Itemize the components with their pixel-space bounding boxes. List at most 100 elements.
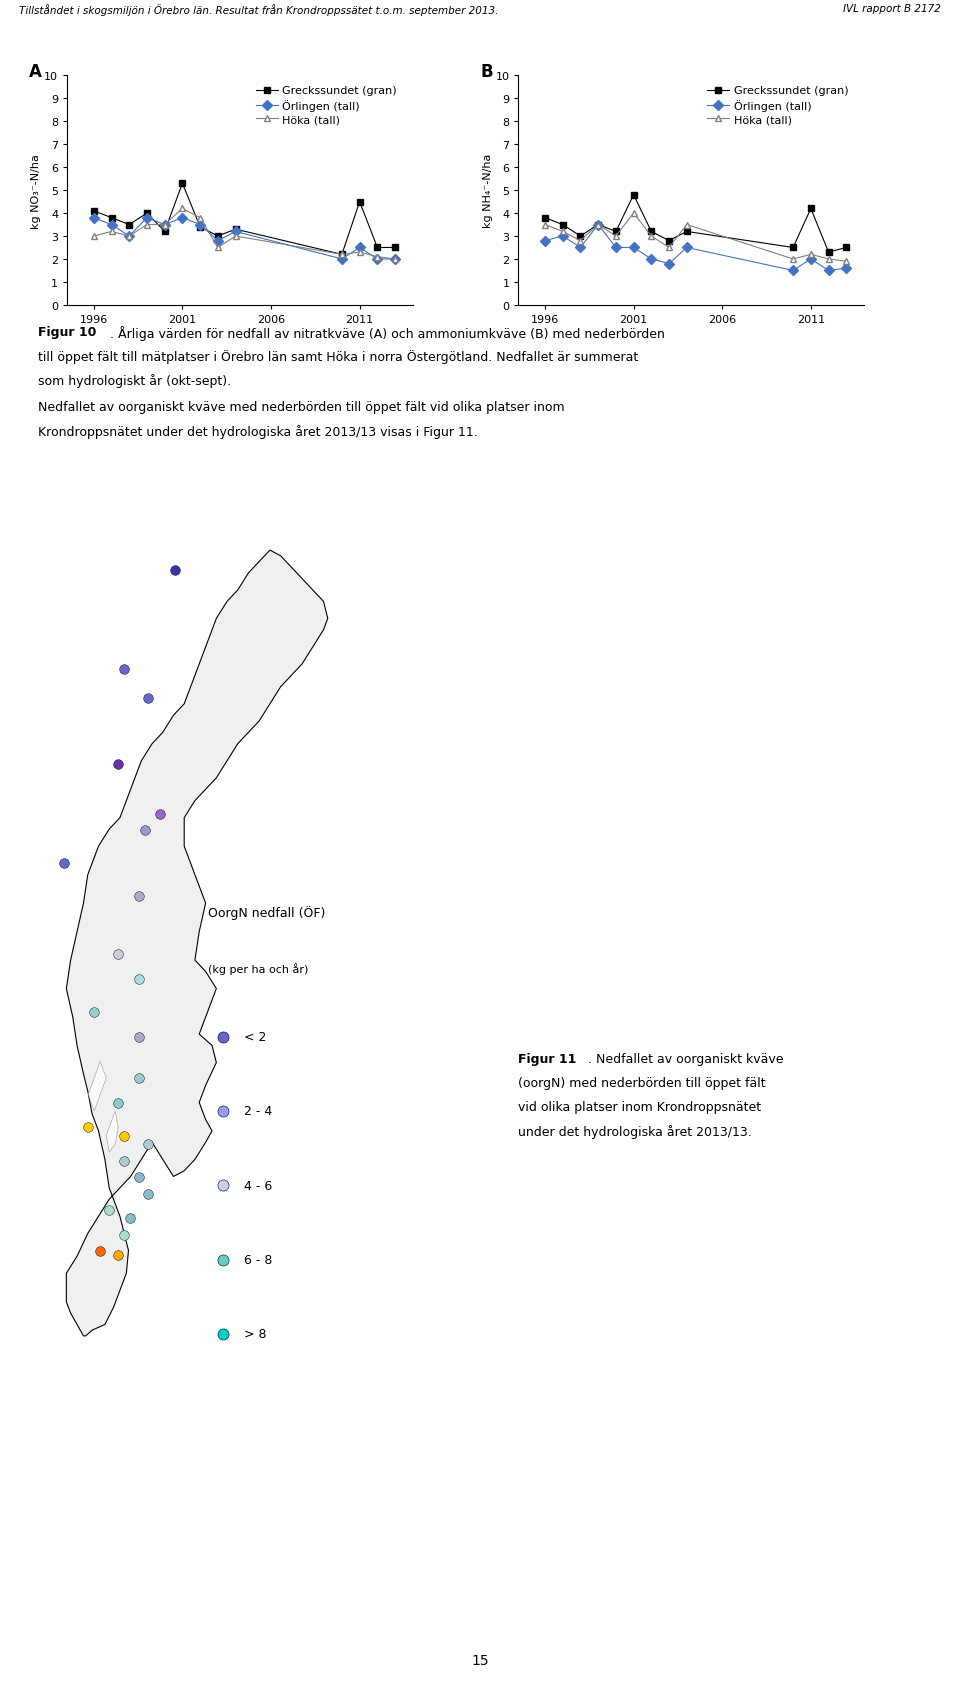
Örlingen (tall): [229, 222, 241, 243]
Text: Figur 10: Figur 10: [38, 326, 97, 340]
Y-axis label: kg NO₃⁻-N/ha: kg NO₃⁻-N/ha: [32, 153, 41, 229]
Text: under det hydrologiska året 2013/13.: under det hydrologiska året 2013/13.: [518, 1124, 752, 1138]
Höka (tall): [336, 245, 348, 265]
Greckssundet (gran): [628, 185, 639, 205]
Text: Krondroppsnätet under det hydrologiska året 2013/13 visas i Figur 11.: Krondroppsnätet under det hydrologiska å…: [38, 424, 478, 438]
Örlingen (tall): [575, 238, 587, 258]
Örlingen (tall): [177, 209, 188, 229]
Örlingen (tall): [611, 238, 622, 258]
Höka (tall): [159, 216, 171, 236]
Text: 2 - 4: 2 - 4: [244, 1105, 273, 1117]
Polygon shape: [107, 1110, 118, 1153]
Text: 4 - 6: 4 - 6: [244, 1178, 273, 1192]
Örlingen (tall): [628, 238, 639, 258]
Höka (tall): [841, 251, 852, 272]
Höka (tall): [823, 250, 834, 270]
Höka (tall): [177, 199, 188, 219]
Line: Örlingen (tall): Örlingen (tall): [90, 216, 398, 263]
Örlingen (tall): [159, 216, 171, 236]
Höka (tall): [390, 250, 401, 270]
Greckssundet (gran): [805, 199, 817, 219]
Höka (tall): [194, 209, 205, 229]
Greckssundet (gran): [88, 202, 100, 222]
Örlingen (tall): [841, 258, 852, 278]
Text: Figur 11: Figur 11: [518, 1053, 577, 1066]
Greckssundet (gran): [141, 204, 153, 224]
Greckssundet (gran): [159, 222, 171, 243]
Greckssundet (gran): [354, 192, 366, 212]
Text: (kg per ha och år): (kg per ha och år): [208, 963, 308, 975]
Greckssundet (gran): [681, 222, 692, 243]
Line: Greckssundet (gran): Greckssundet (gran): [90, 180, 398, 258]
Text: till öppet fält till mätplatser i Örebro län samt Höka i norra Östergötland. Ned: till öppet fält till mätplatser i Örebro…: [38, 350, 638, 363]
Text: Nedfallet av oorganiskt kväve med nederbörden till öppet fält vid olika platser : Nedfallet av oorganiskt kväve med nederb…: [38, 401, 565, 414]
Y-axis label: kg NH₄⁻-N/ha: kg NH₄⁻-N/ha: [483, 155, 492, 228]
Örlingen (tall): [787, 261, 799, 282]
Höka (tall): [372, 248, 383, 268]
Text: OorgN nedfall (ÖF): OorgN nedfall (ÖF): [208, 905, 325, 919]
Legend: Greckssundet (gran), Örlingen (tall), Höka (tall): Greckssundet (gran), Örlingen (tall), Hö…: [252, 82, 401, 129]
Höka (tall): [557, 222, 568, 243]
Text: 6 - 8: 6 - 8: [244, 1253, 273, 1267]
Greckssundet (gran): [663, 231, 675, 251]
Höka (tall): [611, 228, 622, 248]
Text: A: A: [29, 63, 41, 82]
Greckssundet (gran): [540, 209, 551, 229]
Höka (tall): [141, 216, 153, 236]
Höka (tall): [212, 238, 224, 258]
Text: (oorgN) med nederbörden till öppet fält: (oorgN) med nederbörden till öppet fält: [518, 1077, 766, 1090]
Örlingen (tall): [336, 250, 348, 270]
Höka (tall): [628, 204, 639, 224]
Greckssundet (gran): [124, 216, 135, 236]
Line: Höka (tall): Höka (tall): [541, 211, 850, 265]
Höka (tall): [787, 250, 799, 270]
Örlingen (tall): [354, 238, 366, 258]
Greckssundet (gran): [557, 216, 568, 236]
Greckssundet (gran): [194, 217, 205, 238]
Örlingen (tall): [212, 231, 224, 251]
Greckssundet (gran): [372, 238, 383, 258]
Örlingen (tall): [592, 216, 604, 236]
Höka (tall): [681, 216, 692, 236]
Höka (tall): [592, 216, 604, 236]
Greckssundet (gran): [390, 238, 401, 258]
Legend: Greckssundet (gran), Örlingen (tall), Höka (tall): Greckssundet (gran), Örlingen (tall), Hö…: [703, 82, 852, 129]
Text: vid olika platser inom Krondroppsnätet: vid olika platser inom Krondroppsnätet: [518, 1100, 761, 1114]
Text: 15: 15: [471, 1654, 489, 1667]
Greckssundet (gran): [575, 228, 587, 248]
Örlingen (tall): [390, 250, 401, 270]
Text: som hydrologiskt år (okt-sept).: som hydrologiskt år (okt-sept).: [38, 374, 231, 387]
Greckssundet (gran): [592, 216, 604, 236]
Polygon shape: [88, 1061, 107, 1110]
Text: Tillståndet i skogsmiljön i Örebro län. Resultat från Krondroppssätet t.o.m. sep: Tillståndet i skogsmiljön i Örebro län. …: [19, 3, 498, 17]
Örlingen (tall): [681, 238, 692, 258]
Örlingen (tall): [88, 209, 100, 229]
Höka (tall): [575, 231, 587, 251]
Greckssundet (gran): [611, 222, 622, 243]
Höka (tall): [124, 228, 135, 248]
Text: < 2: < 2: [244, 1031, 267, 1044]
Greckssundet (gran): [336, 245, 348, 265]
Örlingen (tall): [141, 209, 153, 229]
Höka (tall): [229, 228, 241, 248]
Text: . Nedfallet av oorganiskt kväve: . Nedfallet av oorganiskt kväve: [588, 1053, 783, 1066]
Greckssundet (gran): [823, 243, 834, 263]
Text: B: B: [480, 63, 492, 82]
Line: Örlingen (tall): Örlingen (tall): [541, 222, 850, 275]
Text: IVL rapport B 2172: IVL rapport B 2172: [843, 3, 941, 14]
Greckssundet (gran): [787, 238, 799, 258]
Höka (tall): [663, 238, 675, 258]
Greckssundet (gran): [645, 222, 657, 243]
Text: . Årliga värden för nedfall av nitratkväve (A) och ammoniumkväve (B) med nederbö: . Årliga värden för nedfall av nitratkvä…: [110, 326, 665, 341]
Höka (tall): [354, 243, 366, 263]
Örlingen (tall): [645, 250, 657, 270]
Örlingen (tall): [124, 228, 135, 248]
Greckssundet (gran): [841, 238, 852, 258]
Höka (tall): [540, 216, 551, 236]
Line: Greckssundet (gran): Greckssundet (gran): [541, 192, 850, 256]
Höka (tall): [88, 228, 100, 248]
Höka (tall): [805, 245, 817, 265]
Örlingen (tall): [372, 250, 383, 270]
Line: Höka (tall): Höka (tall): [90, 205, 398, 263]
Höka (tall): [106, 222, 117, 243]
